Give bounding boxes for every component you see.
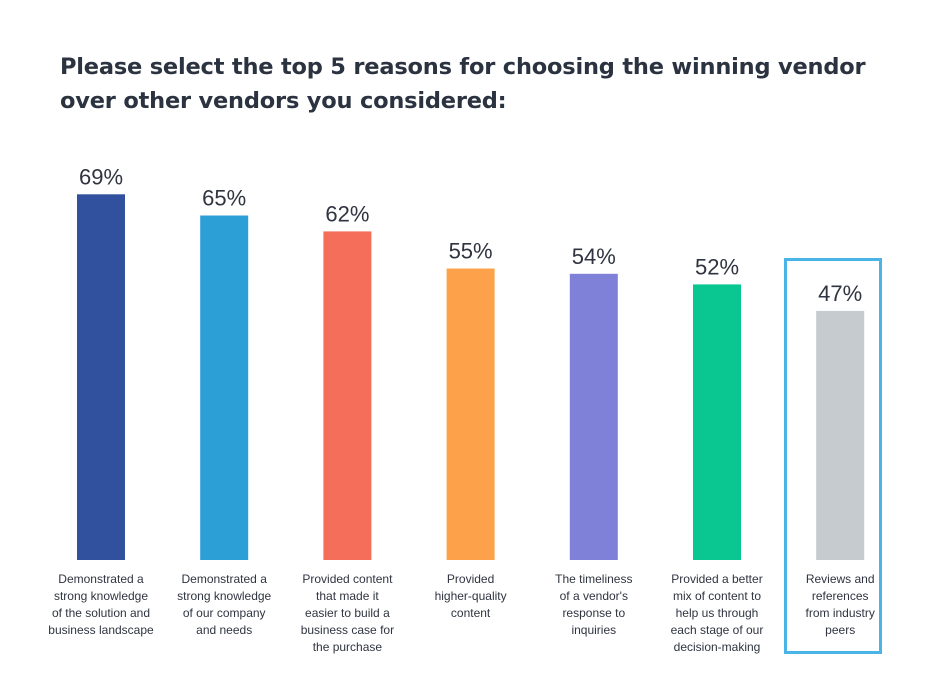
chart-title: Please select the top 5 reasons for choo… [60,54,866,114]
category-label-line: higher-quality [434,589,507,603]
value-label-2: 65% [202,186,246,211]
value-label-5: 54% [572,244,616,269]
category-label-line: and needs [196,623,253,637]
category-label-line: response to [562,606,626,620]
category-label-2: Demonstrated a strong knowledge of our com… [161,571,287,639]
value-label-6: 52% [695,254,739,279]
category-label-line: mix of content to [672,589,762,603]
bar-1 [77,194,125,561]
category-label-7: Reviews and references from industry peers [777,571,903,639]
category-label-6: Provided a better mix of content to help u… [654,571,780,656]
category-label-3: Provided content that made it easier to bu… [284,571,410,656]
category-label-line: of a vendor's [559,589,628,603]
category-label-line: Provided content [302,572,393,586]
category-label-line: business landscape [48,623,154,637]
category-label-line: decision-making [673,640,761,654]
category-label-line: The timeliness [555,572,633,586]
value-label-1: 69% [79,164,123,189]
category-label-line: each stage of our [670,623,764,637]
category-label-line: from industry [805,606,875,620]
value-label-3: 62% [325,201,369,226]
category-label-line: strong knowledge [53,589,149,603]
category-label-line: that made it [316,589,379,603]
category-label-line: inquiries [571,623,617,637]
category-label-5: The timeliness of a vendor's response to in… [531,571,657,639]
category-label-line: strong knowledge [177,589,272,603]
bar-7 [816,310,865,560]
category-label-line: help us through [675,606,759,620]
category-label-line: of the solution and [51,606,151,620]
bar-3 [323,231,372,560]
category-label-line: Provided [446,572,495,586]
value-label-7: 47% [818,281,862,306]
category-label-line: Reviews and [805,572,875,586]
category-label-line: peers [825,623,856,637]
category-label-line: content [450,606,491,620]
value-label-4: 55% [449,239,493,264]
category-label-line: references [811,589,869,603]
bar-6 [693,284,741,560]
highlight-box [784,258,882,654]
category-label-line: Demonstrated a [58,572,144,586]
category-label-1: Demonstrated a strong knowledge of the sol… [38,571,164,639]
category-label-line: easier to build a [305,606,390,620]
category-label-line: business case for [300,623,395,637]
category-label-line: Provided a better [671,572,763,586]
category-label-line: of our company [182,606,266,620]
bar-2 [200,215,249,560]
category-label-4: Provided higher-quality content [408,571,534,622]
category-label-line: Demonstrated a [181,572,267,586]
bar-4 [446,268,495,560]
category-label-line: the purchase [312,640,383,654]
bar-5 [569,273,618,560]
